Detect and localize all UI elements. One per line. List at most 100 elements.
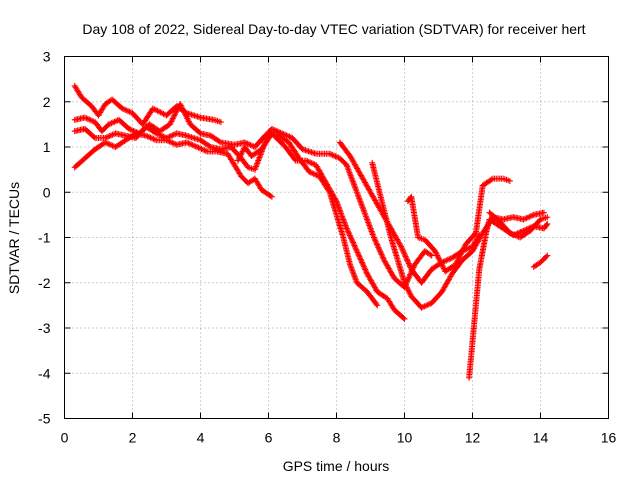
data-point [543,253,550,260]
data-point [359,259,365,266]
x-tick-label: 8 [333,430,341,446]
data-point [359,260,366,267]
data-point [405,275,412,282]
data-point [506,177,513,184]
data-point [360,262,367,269]
y-tick-label: 3 [43,49,51,65]
plot-frame [64,56,609,419]
y-tick-label: 2 [43,94,51,110]
y-axis-label: SDTVAR / TECUs [6,182,22,294]
data-point [377,248,384,255]
data-point [404,257,411,264]
data-point [217,119,224,126]
data-point [348,235,355,242]
data-point [372,238,379,245]
data-point [373,240,380,247]
x-tick-label: 0 [61,430,69,446]
data-point [346,232,353,239]
data-point [90,133,97,140]
data-point [343,225,350,232]
data-point [379,254,386,261]
data-point [350,239,357,246]
data-point [216,138,223,145]
x-tick-label: 4 [197,430,205,446]
y-tick-label: -3 [38,320,51,336]
data-point [401,252,408,259]
data-point [350,241,357,248]
data-point [377,250,384,257]
data-point [355,252,362,259]
data-point [375,244,382,251]
x-axis-label: GPS time / hours [283,458,390,474]
data-point [407,263,414,270]
data-point [540,209,547,216]
data-point [196,129,203,136]
data-point [362,267,369,274]
data-point [428,252,435,259]
data-point [362,266,369,273]
data-point [398,244,405,251]
x-tick-label: 6 [265,430,273,446]
data-point [405,260,412,267]
data-point [361,265,368,272]
y-tick-label: -2 [38,275,51,291]
data-point [379,252,386,259]
data-point [544,214,551,221]
data-point [374,302,381,309]
data-point [268,193,275,200]
data-point [471,231,478,238]
data-point [356,253,363,260]
data-point [357,255,364,262]
data-point [400,247,407,254]
data-points [71,82,551,381]
data-point [267,192,274,199]
y-tick-label: 1 [43,139,51,155]
data-point [544,252,551,259]
data-point [543,222,550,229]
data-point [370,234,377,241]
data-point [332,196,339,203]
data-point [374,242,381,249]
data-point [363,269,370,276]
data-point [406,272,413,279]
x-tick-label: 12 [465,430,481,446]
data-point [351,243,358,250]
data-point [488,176,495,183]
data-point [380,255,387,262]
data-point [352,245,359,252]
data-point [353,246,360,253]
data-point [348,236,355,243]
data-point [374,241,381,248]
data-point [405,274,412,281]
data-point [347,233,354,240]
data-point [371,235,378,242]
data-point [405,259,412,266]
data-point [373,301,380,308]
data-point [376,245,382,252]
data-point [401,250,408,257]
data-point [398,243,405,250]
data-point [351,242,358,249]
data-point [357,256,364,263]
data-point [427,251,434,258]
data-point [403,254,410,261]
data-point [399,246,406,253]
y-tick-label: -4 [38,365,51,381]
data-point [544,220,551,227]
data-point [403,256,410,263]
data-point [354,249,361,256]
y-tick-label: -1 [38,230,51,246]
x-tick-label: 16 [601,430,617,446]
data-point [402,253,409,260]
data-point [291,156,298,163]
data-point [353,248,360,255]
x-tick-label: 10 [397,430,413,446]
data-point [360,263,367,270]
data-point [349,238,356,245]
y-tick-label: -5 [38,411,51,427]
data-point [344,228,351,235]
data-point [400,249,407,256]
x-tick-label: 2 [129,430,137,446]
